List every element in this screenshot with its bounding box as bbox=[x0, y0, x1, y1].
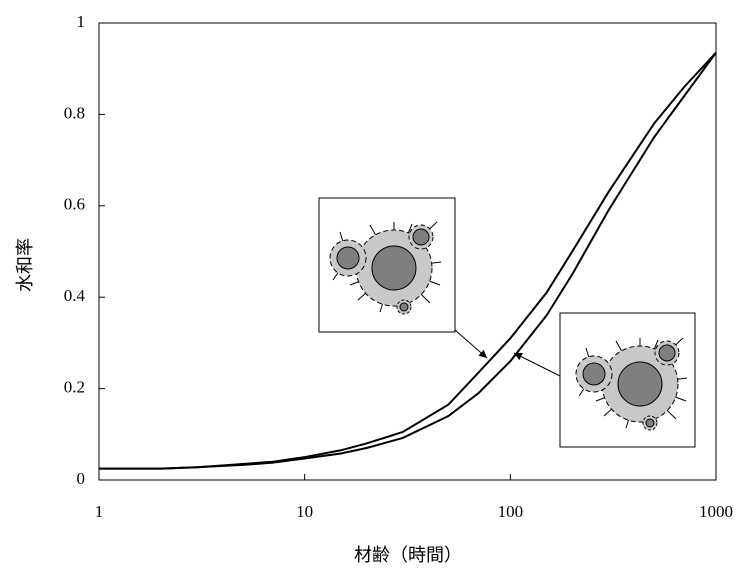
y-tick-label: 0.8 bbox=[64, 103, 85, 122]
arrow bbox=[455, 330, 487, 358]
x-axis-title: 材齢（時間） bbox=[354, 545, 462, 566]
x-tick-label: 100 bbox=[498, 502, 524, 521]
chart: 材齢（時間） 水和率 0 0.2 0.4 0.6 0.8 1 1 10 100 1000 bbox=[0, 0, 741, 576]
y-tick-label: 0.4 bbox=[64, 286, 86, 305]
y-tick-label: 0.2 bbox=[64, 378, 85, 397]
y-tick-label: 1 bbox=[77, 12, 86, 31]
y-tick-label: 0 bbox=[77, 469, 86, 488]
y-tick-label: 0.6 bbox=[64, 195, 85, 214]
x-tick-label: 1000 bbox=[699, 502, 733, 521]
arrow bbox=[514, 353, 560, 376]
y-axis-title: 水和率 bbox=[15, 238, 36, 292]
x-tick-label: 10 bbox=[296, 502, 313, 521]
x-tick-label: 1 bbox=[95, 502, 104, 521]
